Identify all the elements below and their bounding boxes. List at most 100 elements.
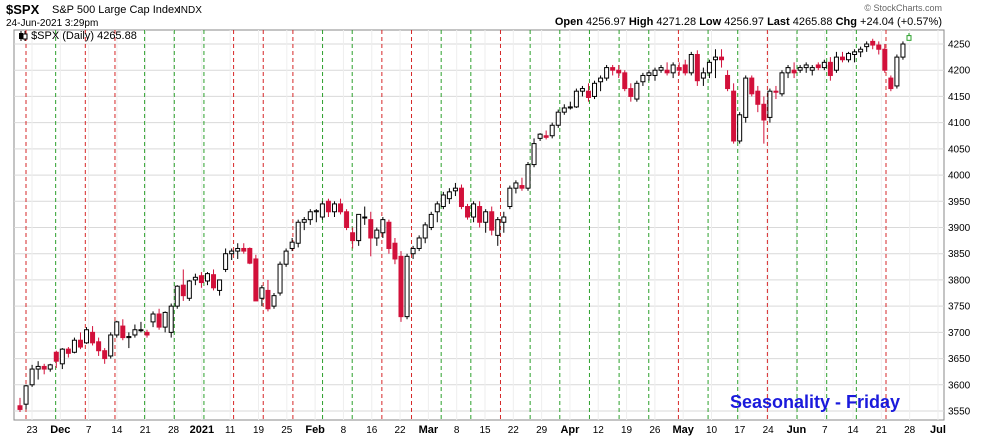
candle-body: [422, 224, 428, 239]
candle-body: [440, 194, 446, 208]
candle-body: [77, 339, 83, 348]
candle-body: [761, 103, 767, 121]
candle-body: [513, 182, 519, 189]
candle-body: [694, 53, 700, 82]
candle-body: [144, 331, 150, 336]
candle-body: [604, 67, 610, 79]
x-tick-label: 8: [341, 425, 347, 436]
candle-body: [174, 285, 180, 307]
candle-body: [271, 295, 277, 307]
candle-body: [682, 64, 688, 74]
candle-body: [350, 232, 356, 242]
candle-body: [525, 164, 531, 189]
candle-body: [670, 64, 676, 74]
candle-body: [53, 351, 59, 362]
candle-body: [84, 329, 90, 344]
candle-body: [585, 90, 591, 98]
candle-body: [102, 350, 108, 360]
candle-body: [700, 72, 706, 79]
candle-body: [531, 143, 537, 166]
candle-body: [640, 74, 646, 83]
candle-body: [71, 339, 77, 353]
high-label: High: [628, 16, 654, 28]
candle-body: [555, 111, 561, 126]
candle-body: [223, 253, 229, 270]
candle-body: [833, 56, 839, 71]
candle-body: [743, 77, 749, 118]
candle-body: [90, 331, 96, 344]
candle-body: [168, 305, 174, 333]
candle-body: [235, 247, 241, 252]
candle-body: [59, 348, 65, 365]
candle-body: [192, 276, 198, 281]
x-tick-label: 10: [706, 425, 718, 436]
x-tick-label: 29: [536, 425, 548, 436]
candle-body: [96, 341, 102, 352]
candle-body: [283, 250, 289, 265]
x-tick-label: 21: [876, 425, 888, 436]
candle-body: [35, 365, 41, 370]
candle-body: [217, 279, 223, 291]
y-tick-label: 4250: [948, 40, 971, 51]
ticker-description: S&P 500 Large Cap Index: [52, 4, 180, 16]
candle-body: [495, 219, 501, 236]
candle-body: [634, 82, 640, 100]
x-tick-label: 14: [848, 425, 860, 436]
candle-body: [652, 69, 658, 76]
candle-body: [319, 203, 325, 218]
x-tick-label: 8: [454, 425, 460, 436]
x-tick-label: 7: [86, 425, 92, 436]
open-label: Open: [554, 16, 583, 28]
candle-body: [870, 40, 876, 46]
candle-body: [628, 88, 634, 97]
candle-body: [471, 203, 477, 218]
watermark: © StockCharts.com: [864, 3, 942, 13]
x-tick-label: 19: [621, 425, 633, 436]
candle-body: [41, 365, 47, 370]
candle-body: [416, 237, 422, 249]
low-value: 4256.97: [724, 16, 765, 28]
candle-body: [458, 187, 464, 208]
x-tick-label: Jun: [787, 424, 807, 436]
seasonality-label: Seasonality - Friday: [730, 392, 901, 412]
x-tick-label: Mar: [419, 424, 439, 436]
last-label: Last: [767, 16, 790, 28]
candle-body: [900, 43, 906, 58]
candle-body: [477, 206, 483, 223]
x-tick-label: 28: [168, 425, 180, 436]
candle-body: [126, 336, 132, 339]
candle-body: [198, 275, 204, 284]
candle-body: [404, 255, 410, 318]
y-tick-label: 3850: [948, 249, 971, 260]
candle-body: [767, 90, 773, 118]
y-tick-label: 4100: [948, 118, 971, 129]
candle-body: [186, 280, 192, 299]
candle-body: [749, 77, 755, 95]
candle-body: [864, 43, 870, 48]
candle-body: [331, 203, 337, 213]
candle-body: [773, 90, 779, 93]
candle-body: [23, 385, 29, 405]
candle-body: [392, 242, 398, 260]
ticker-symbol: $SPX: [6, 2, 40, 17]
candle-body: [731, 90, 737, 142]
y-tick-label: 3550: [948, 407, 971, 418]
candle-body: [120, 325, 126, 339]
y-tick-label: 3900: [948, 223, 971, 234]
y-tick-label: 3650: [948, 354, 971, 365]
candle-body: [622, 72, 628, 90]
candle-body: [65, 348, 71, 354]
x-tick-label: 12: [593, 425, 605, 436]
candle-body: [791, 69, 797, 74]
candle-body: [664, 69, 670, 74]
candle-body: [338, 203, 344, 213]
candle-body: [592, 82, 598, 97]
candle-body: [301, 219, 307, 223]
candle-body: [380, 219, 386, 234]
candle-body: [204, 273, 210, 282]
x-tick-label: 11: [225, 425, 236, 436]
candle-body: [247, 247, 253, 264]
candle-body: [452, 187, 458, 192]
x-tick-label: 16: [366, 425, 378, 436]
